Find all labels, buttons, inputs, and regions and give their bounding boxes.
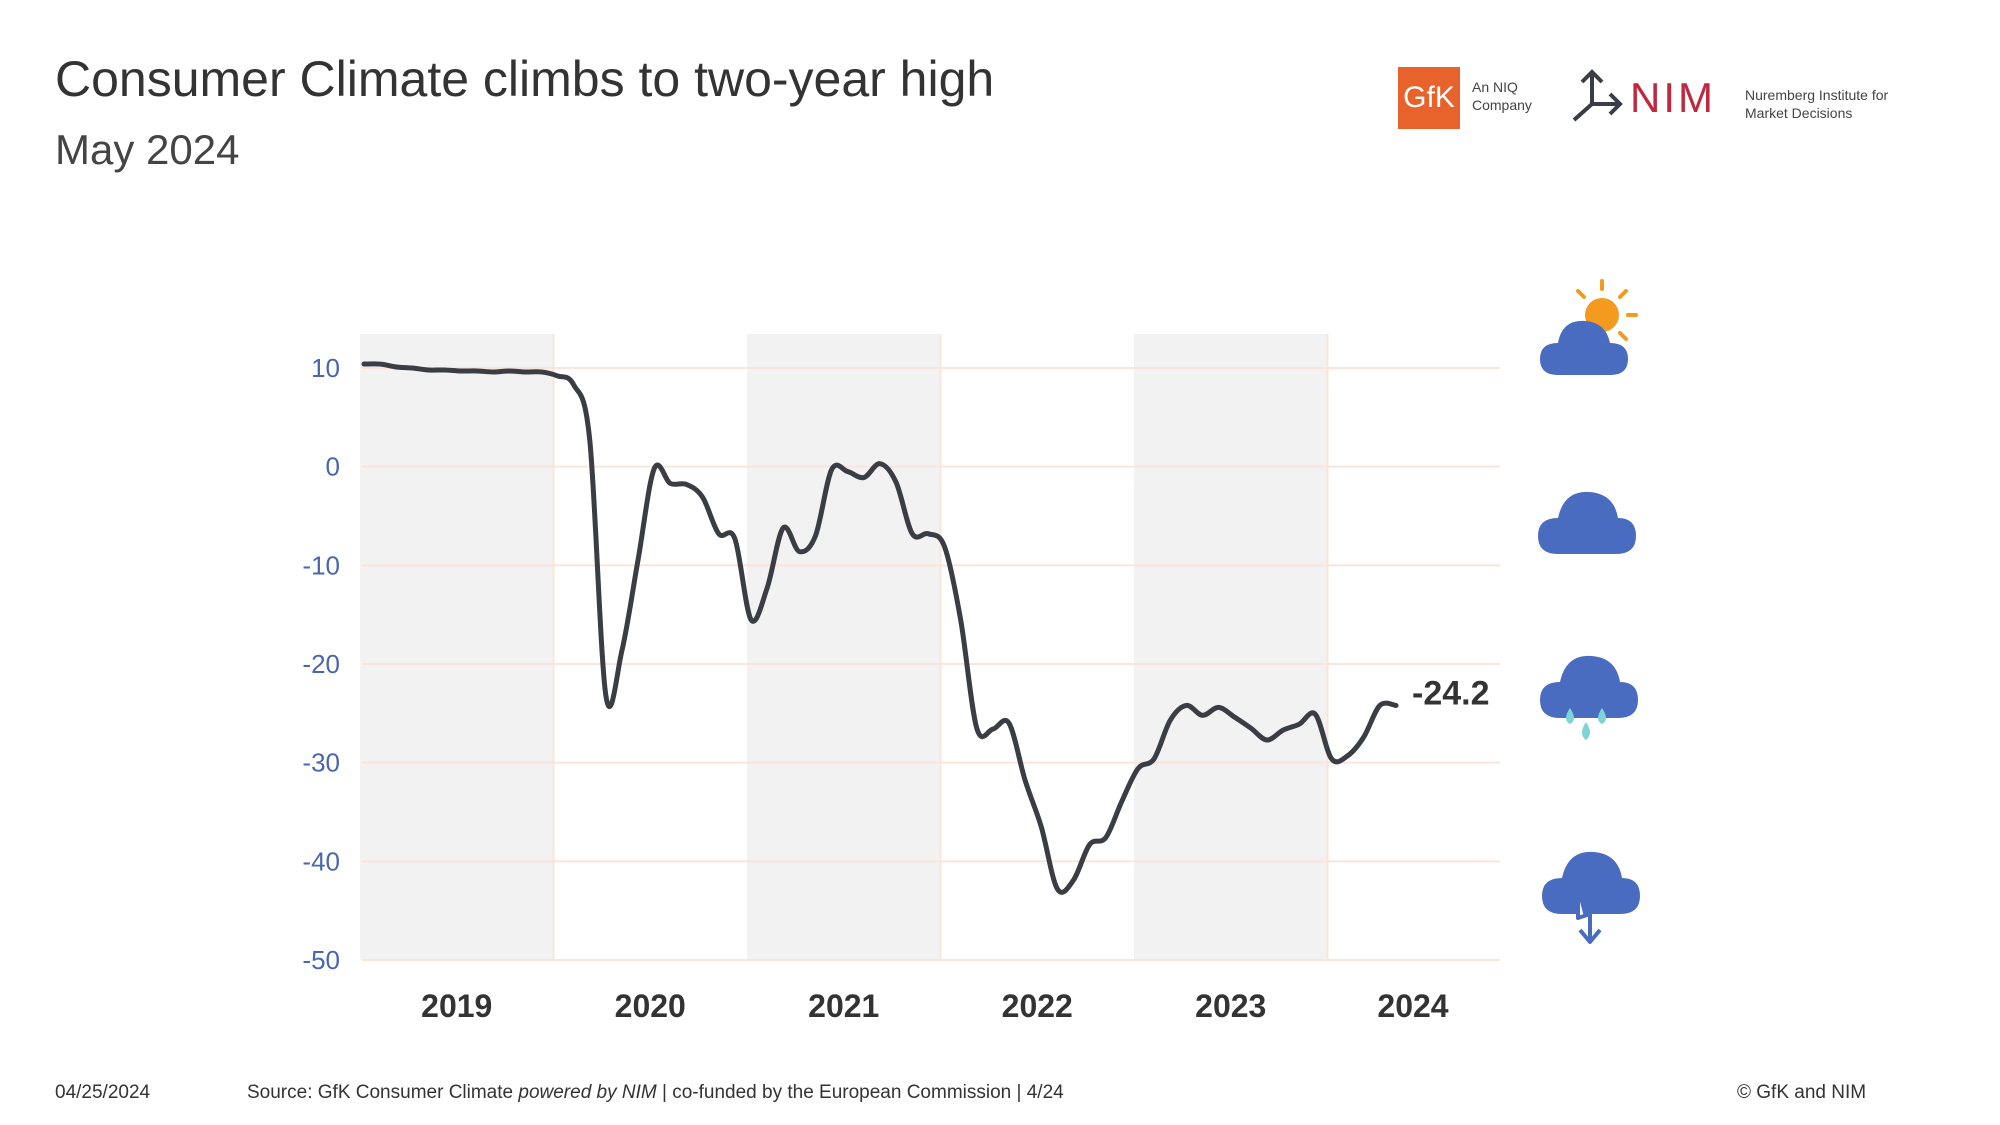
page-subtitle: May 2024 bbox=[55, 126, 240, 173]
y-tick-label: 10 bbox=[311, 353, 340, 383]
gfk-logo: GfK bbox=[1398, 67, 1460, 129]
cloud-icon bbox=[1538, 491, 1636, 554]
year-shading bbox=[360, 334, 1329, 960]
shade-band bbox=[1134, 334, 1328, 960]
y-tick-label: -10 bbox=[302, 550, 340, 580]
gfk-tagline: An NIQ Company bbox=[1472, 79, 1532, 113]
x-axis-ticks: 2019 2020 2021 2022 2023 2024 bbox=[421, 988, 1449, 1024]
x-tick-label: 2023 bbox=[1195, 988, 1266, 1024]
footer-source: Source: GfK Consumer Climate powered by … bbox=[247, 1082, 1064, 1103]
shade-band bbox=[360, 334, 554, 960]
y-tick-label: -40 bbox=[302, 846, 340, 876]
y-tick-label: -50 bbox=[302, 945, 340, 975]
shade-band bbox=[747, 334, 941, 960]
y-axis-ticks: 10 0 -10 -20 -30 -40 -50 bbox=[302, 353, 340, 975]
y-tick-label: -30 bbox=[302, 748, 340, 778]
logo-group: GfK An NIQ Company NIM Nuremberg Institu… bbox=[1398, 64, 1888, 132]
footer-copyright: © GfK and NIM bbox=[1737, 1082, 1867, 1103]
x-tick-label: 2024 bbox=[1377, 988, 1448, 1024]
page-title: Consumer Climate climbs to two-year high bbox=[55, 51, 995, 107]
x-tick-label: 2022 bbox=[1002, 988, 1073, 1024]
y-tick-label: -20 bbox=[302, 649, 340, 679]
storm-cloud-icon bbox=[1542, 851, 1640, 944]
x-tick-label: 2019 bbox=[421, 988, 492, 1024]
footer-date: 04/25/2024 bbox=[55, 1082, 151, 1103]
nim-logo: NIM bbox=[1630, 74, 1716, 121]
sun-cloud-icon bbox=[1540, 279, 1638, 375]
nim-tagline: Nuremberg Institute for Market Decisions bbox=[1745, 87, 1889, 121]
series-line bbox=[361, 361, 1399, 895]
last-value-label: -24.2 bbox=[1412, 674, 1490, 712]
gridlines bbox=[362, 367, 1500, 961]
nim-arrow-icon bbox=[1572, 69, 1623, 122]
y-tick-label: 0 bbox=[326, 452, 340, 482]
consumer-climate-chart: 100-10-20-30-40-50 2019 2020 2021 2022 2023 2… bbox=[302, 279, 1640, 1024]
x-tick-label: 2020 bbox=[615, 988, 686, 1024]
rain-cloud-icon bbox=[1540, 655, 1638, 740]
x-tick-label: 2021 bbox=[808, 988, 879, 1024]
